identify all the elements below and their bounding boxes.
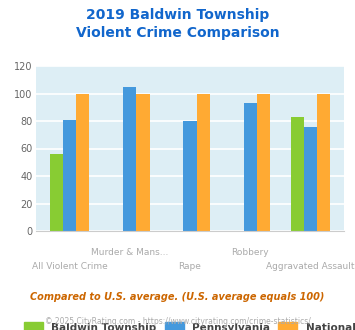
Text: Murder & Mans...: Murder & Mans...: [91, 248, 168, 257]
Bar: [123, 86, 136, 231]
Bar: [197, 93, 210, 231]
Bar: [50, 154, 63, 231]
Bar: [183, 121, 197, 231]
Bar: [63, 120, 76, 231]
Legend: Baldwin Township, Pennsylvania, National: Baldwin Township, Pennsylvania, National: [24, 322, 355, 330]
Bar: [290, 117, 304, 231]
Text: Rape: Rape: [179, 262, 201, 271]
Text: All Violent Crime: All Violent Crime: [32, 262, 107, 271]
Bar: [304, 126, 317, 231]
Text: Robbery: Robbery: [231, 248, 269, 257]
Bar: [76, 93, 89, 231]
Bar: [317, 93, 330, 231]
Text: © 2025 CityRating.com - https://www.cityrating.com/crime-statistics/: © 2025 CityRating.com - https://www.city…: [45, 317, 310, 326]
Text: 2019 Baldwin Township
Violent Crime Comparison: 2019 Baldwin Township Violent Crime Comp…: [76, 8, 279, 40]
Text: Aggravated Assault: Aggravated Assault: [266, 262, 355, 271]
Bar: [136, 93, 149, 231]
Bar: [257, 93, 270, 231]
Bar: [244, 103, 257, 231]
Text: Compared to U.S. average. (U.S. average equals 100): Compared to U.S. average. (U.S. average …: [30, 292, 325, 302]
